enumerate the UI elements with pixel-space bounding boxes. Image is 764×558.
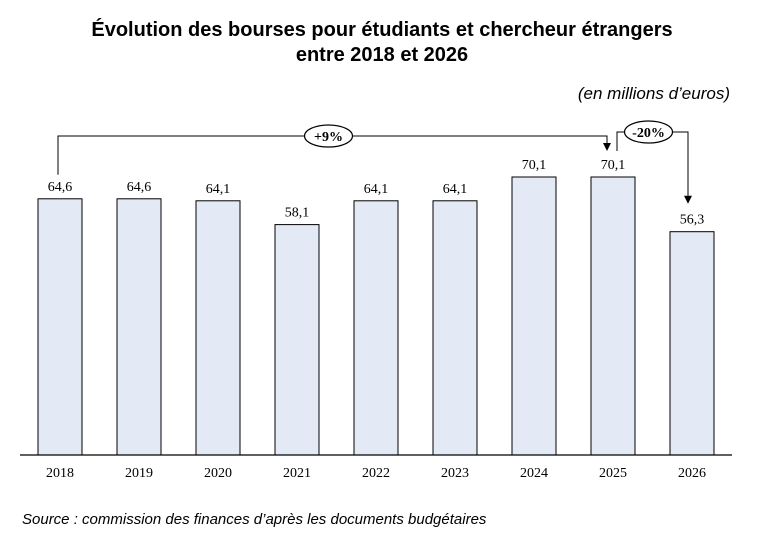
chart-title-line-1: Évolution des bourses pour étudiants et …	[91, 19, 673, 41]
annotation-text-2: -20%	[632, 126, 665, 141]
bar-2024	[511, 176, 557, 456]
arrow-2026-head	[684, 195, 692, 204]
bar-2020	[195, 200, 241, 456]
arrow-2025-head	[603, 143, 611, 151]
bar-2018	[37, 198, 83, 456]
chart-title: Évolution des bourses pour étudiants et …	[0, 18, 764, 68]
data-label-2020: 64,1	[206, 182, 231, 197]
x-tick-label-2022: 2022	[362, 466, 390, 481]
data-label-2025: 70,1	[601, 158, 626, 173]
data-label-2018: 64,6	[48, 180, 73, 195]
data-label-2023: 64,1	[443, 182, 468, 197]
x-tick-label-2018: 2018	[46, 466, 74, 481]
x-tick-label-2025: 2025	[599, 466, 627, 481]
bar-2025	[590, 176, 636, 456]
x-tick-label-2026: 2026	[678, 466, 706, 481]
source-note: Source : commission des finances d’après…	[22, 511, 487, 528]
data-label-2024: 70,1	[522, 158, 547, 173]
x-tick-label-2023: 2023	[441, 466, 469, 481]
bar-2023	[432, 200, 478, 456]
unit-label: (en millions d’euros)	[577, 84, 730, 103]
data-label-2022: 64,1	[364, 182, 389, 197]
x-tick-label-2024: 2024	[520, 466, 548, 481]
bar-2021	[274, 224, 320, 456]
bar-2026	[669, 231, 715, 456]
bar-2022	[353, 200, 399, 456]
data-label-2019: 64,6	[127, 180, 152, 195]
annotation-bubble-1	[303, 124, 354, 148]
bar-chart: 64,6 2018 64,6 2019 64,1 2020 58,1 2021 64,1 2022…	[20, 120, 732, 481]
annotation-bubble-2	[623, 120, 674, 144]
x-tick-label-2019: 2019	[125, 466, 153, 481]
x-tick-label-2021: 2021	[283, 466, 311, 481]
x-tick-label-2020: 2020	[204, 466, 232, 481]
chart-title-line-2: entre 2018 et 2026	[295, 44, 469, 66]
bar-2019	[116, 198, 162, 456]
data-label-2026: 56,3	[680, 213, 705, 228]
data-label-2021: 58,1	[285, 206, 310, 221]
annotation-text-1: +9%	[314, 130, 343, 145]
